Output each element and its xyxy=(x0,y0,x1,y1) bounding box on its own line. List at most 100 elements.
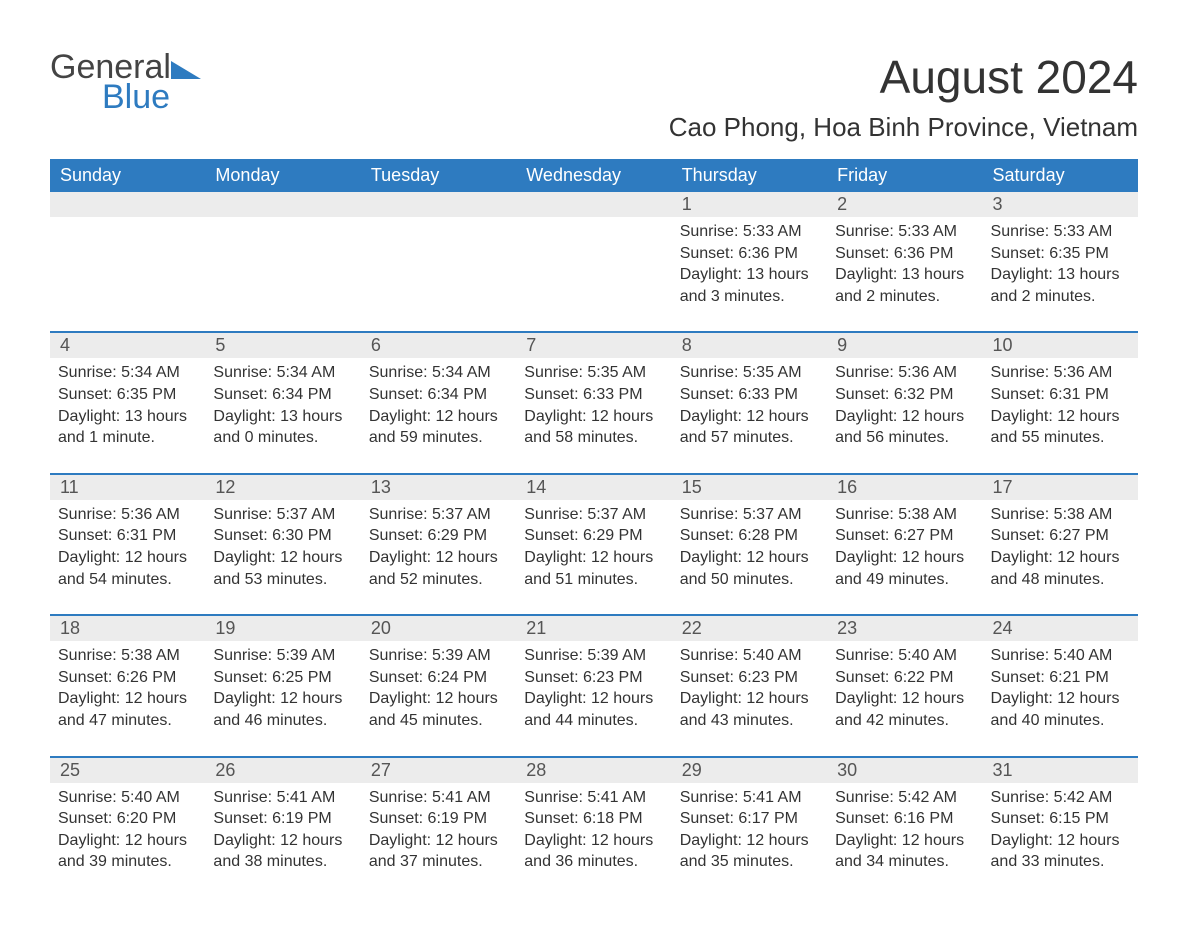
calendar-day-cell xyxy=(516,217,671,332)
day-details: Sunrise: 5:40 AMSunset: 6:23 PMDaylight:… xyxy=(680,641,819,731)
day-details: Sunrise: 5:40 AMSunset: 6:21 PMDaylight:… xyxy=(991,641,1130,731)
sunset-text: Sunset: 6:36 PM xyxy=(680,243,819,265)
sunset-text: Sunset: 6:17 PM xyxy=(680,808,819,830)
day-details: Sunrise: 5:39 AMSunset: 6:24 PMDaylight:… xyxy=(369,641,508,731)
day-details: Sunrise: 5:37 AMSunset: 6:29 PMDaylight:… xyxy=(524,500,663,590)
logo: General Blue xyxy=(50,50,201,117)
calendar-day-cell: Sunrise: 5:36 AMSunset: 6:32 PMDaylight:… xyxy=(827,358,982,473)
sunset-text: Sunset: 6:36 PM xyxy=(835,243,974,265)
calendar-day-cell: Sunrise: 5:34 AMSunset: 6:34 PMDaylight:… xyxy=(361,358,516,473)
calendar-daynum-cell: 19 xyxy=(205,615,360,641)
calendar-daynum-cell: 16 xyxy=(827,474,982,500)
sunrise-text: Sunrise: 5:33 AM xyxy=(680,221,819,243)
sunrise-text: Sunrise: 5:41 AM xyxy=(680,787,819,809)
sunrise-text: Sunrise: 5:40 AM xyxy=(58,787,197,809)
daylight-text: Daylight: 12 hours and 43 minutes. xyxy=(680,688,819,731)
calendar-day-cell: Sunrise: 5:34 AMSunset: 6:35 PMDaylight:… xyxy=(50,358,205,473)
sunset-text: Sunset: 6:21 PM xyxy=(991,667,1130,689)
day-details: Sunrise: 5:38 AMSunset: 6:27 PMDaylight:… xyxy=(991,500,1130,590)
sunrise-text: Sunrise: 5:37 AM xyxy=(213,504,352,526)
calendar-day-cell: Sunrise: 5:38 AMSunset: 6:27 PMDaylight:… xyxy=(827,500,982,615)
calendar-daynum-row: 18192021222324 xyxy=(50,615,1138,641)
logo-triangle-icon xyxy=(171,57,201,84)
calendar-day-cell: Sunrise: 5:42 AMSunset: 6:15 PMDaylight:… xyxy=(983,783,1138,897)
sunset-text: Sunset: 6:27 PM xyxy=(991,525,1130,547)
day-number: 2 xyxy=(837,194,847,214)
sunset-text: Sunset: 6:31 PM xyxy=(991,384,1130,406)
daylight-text: Daylight: 13 hours and 2 minutes. xyxy=(835,264,974,307)
calendar-table: SundayMondayTuesdayWednesdayThursdayFrid… xyxy=(50,159,1138,897)
calendar-header-cell: Saturday xyxy=(983,159,1138,192)
day-details: Sunrise: 5:37 AMSunset: 6:29 PMDaylight:… xyxy=(369,500,508,590)
calendar-day-cell: Sunrise: 5:42 AMSunset: 6:16 PMDaylight:… xyxy=(827,783,982,897)
calendar-daynum-cell: 14 xyxy=(516,474,671,500)
calendar-header-cell: Tuesday xyxy=(361,159,516,192)
day-number: 16 xyxy=(837,477,857,497)
day-details: Sunrise: 5:36 AMSunset: 6:32 PMDaylight:… xyxy=(835,358,974,448)
calendar-header-cell: Friday xyxy=(827,159,982,192)
sunset-text: Sunset: 6:33 PM xyxy=(680,384,819,406)
calendar-daynum-cell: 29 xyxy=(672,757,827,783)
calendar-day-cell: Sunrise: 5:37 AMSunset: 6:29 PMDaylight:… xyxy=(516,500,671,615)
day-number: 20 xyxy=(371,618,391,638)
day-number: 6 xyxy=(371,335,381,355)
calendar-day-cell: Sunrise: 5:38 AMSunset: 6:26 PMDaylight:… xyxy=(50,641,205,756)
calendar-day-cell: Sunrise: 5:39 AMSunset: 6:25 PMDaylight:… xyxy=(205,641,360,756)
calendar-day-cell: Sunrise: 5:39 AMSunset: 6:23 PMDaylight:… xyxy=(516,641,671,756)
daylight-text: Daylight: 12 hours and 51 minutes. xyxy=(524,547,663,590)
day-number: 26 xyxy=(215,760,235,780)
daylight-text: Daylight: 12 hours and 40 minutes. xyxy=(991,688,1130,731)
calendar-content-row: Sunrise: 5:36 AMSunset: 6:31 PMDaylight:… xyxy=(50,500,1138,615)
month-title: August 2024 xyxy=(669,50,1138,104)
daylight-text: Daylight: 12 hours and 35 minutes. xyxy=(680,830,819,873)
calendar-daynum-cell: 2 xyxy=(827,192,982,217)
sunset-text: Sunset: 6:29 PM xyxy=(524,525,663,547)
sunset-text: Sunset: 6:34 PM xyxy=(369,384,508,406)
day-details: Sunrise: 5:34 AMSunset: 6:35 PMDaylight:… xyxy=(58,358,197,448)
daylight-text: Daylight: 13 hours and 0 minutes. xyxy=(213,406,352,449)
calendar-daynum-cell: 8 xyxy=(672,332,827,358)
calendar-day-cell: Sunrise: 5:40 AMSunset: 6:22 PMDaylight:… xyxy=(827,641,982,756)
sunrise-text: Sunrise: 5:37 AM xyxy=(369,504,508,526)
calendar-header-cell: Sunday xyxy=(50,159,205,192)
day-number: 23 xyxy=(837,618,857,638)
sunset-text: Sunset: 6:16 PM xyxy=(835,808,974,830)
day-details: Sunrise: 5:36 AMSunset: 6:31 PMDaylight:… xyxy=(58,500,197,590)
sunset-text: Sunset: 6:33 PM xyxy=(524,384,663,406)
calendar-daynum-cell: 25 xyxy=(50,757,205,783)
calendar-day-cell: Sunrise: 5:37 AMSunset: 6:30 PMDaylight:… xyxy=(205,500,360,615)
sunrise-text: Sunrise: 5:40 AM xyxy=(680,645,819,667)
day-details: Sunrise: 5:33 AMSunset: 6:36 PMDaylight:… xyxy=(680,217,819,307)
daylight-text: Daylight: 12 hours and 38 minutes. xyxy=(213,830,352,873)
calendar-daynum-cell: 11 xyxy=(50,474,205,500)
day-number: 1 xyxy=(682,194,692,214)
title-block: August 2024 Cao Phong, Hoa Binh Province… xyxy=(669,50,1138,149)
calendar-daynum-cell: 6 xyxy=(361,332,516,358)
calendar-day-cell xyxy=(361,217,516,332)
calendar-day-cell: Sunrise: 5:38 AMSunset: 6:27 PMDaylight:… xyxy=(983,500,1138,615)
calendar-day-cell: Sunrise: 5:36 AMSunset: 6:31 PMDaylight:… xyxy=(50,500,205,615)
day-details: Sunrise: 5:37 AMSunset: 6:30 PMDaylight:… xyxy=(213,500,352,590)
day-number: 29 xyxy=(682,760,702,780)
day-details: Sunrise: 5:34 AMSunset: 6:34 PMDaylight:… xyxy=(213,358,352,448)
sunset-text: Sunset: 6:19 PM xyxy=(369,808,508,830)
calendar-day-cell: Sunrise: 5:39 AMSunset: 6:24 PMDaylight:… xyxy=(361,641,516,756)
daylight-text: Daylight: 12 hours and 57 minutes. xyxy=(680,406,819,449)
calendar-daynum-row: 11121314151617 xyxy=(50,474,1138,500)
sunset-text: Sunset: 6:32 PM xyxy=(835,384,974,406)
sunrise-text: Sunrise: 5:35 AM xyxy=(680,362,819,384)
calendar-daynum-cell: 26 xyxy=(205,757,360,783)
calendar-daynum-cell xyxy=(361,192,516,217)
day-details: Sunrise: 5:41 AMSunset: 6:18 PMDaylight:… xyxy=(524,783,663,873)
sunrise-text: Sunrise: 5:39 AM xyxy=(369,645,508,667)
sunset-text: Sunset: 6:34 PM xyxy=(213,384,352,406)
day-number: 30 xyxy=(837,760,857,780)
day-number: 21 xyxy=(526,618,546,638)
sunset-text: Sunset: 6:20 PM xyxy=(58,808,197,830)
calendar-daynum-cell: 13 xyxy=(361,474,516,500)
daylight-text: Daylight: 12 hours and 54 minutes. xyxy=(58,547,197,590)
sunset-text: Sunset: 6:18 PM xyxy=(524,808,663,830)
header: General Blue August 2024 Cao Phong, Hoa … xyxy=(50,50,1138,149)
sunrise-text: Sunrise: 5:36 AM xyxy=(58,504,197,526)
day-number: 22 xyxy=(682,618,702,638)
